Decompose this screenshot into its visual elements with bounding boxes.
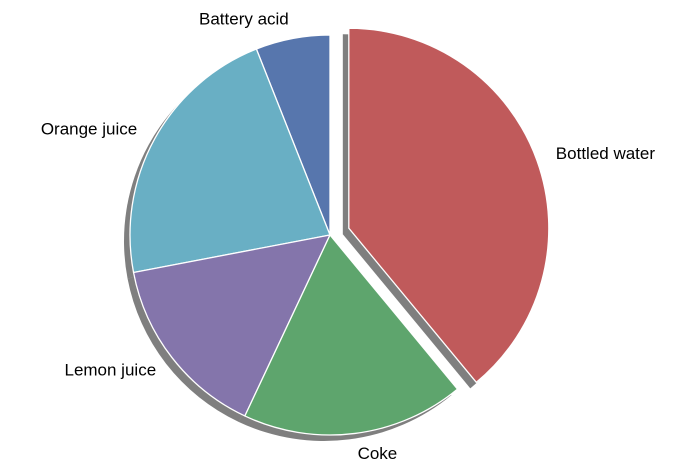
pie-slice-coke	[244, 234, 459, 436]
pie-slice-bottled-water	[348, 27, 550, 383]
slice-label-orange-juice: Orange juice	[41, 120, 137, 139]
slice-label-battery-acid: Battery acid	[199, 9, 289, 28]
slice-layer	[129, 27, 550, 436]
slice-label-bottled-water: Bottled water	[556, 144, 656, 163]
pie-slice-lemon-juice	[132, 234, 331, 417]
slice-label-coke: Coke	[358, 444, 398, 463]
label-layer: Battery acid Orange juice Lemon juice Coke B…	[41, 9, 656, 462]
pie-slice-orange-juice	[129, 48, 331, 274]
slice-label-lemon-juice: Lemon juice	[64, 360, 156, 379]
